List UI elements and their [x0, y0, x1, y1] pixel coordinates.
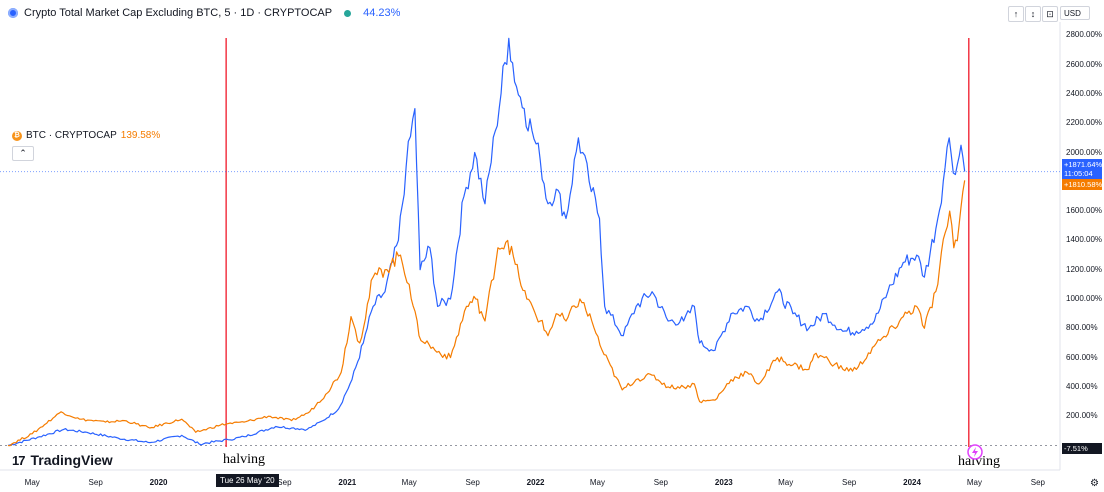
x-tick-label: Sep: [653, 478, 669, 487]
blue-price-value: +1871.64%: [1064, 160, 1103, 169]
tradingview-brand-name: TradingView: [30, 452, 113, 468]
btc-legend-value: 139.58%: [120, 130, 161, 141]
blue-price-timer: 11:05:04: [1064, 169, 1093, 178]
chart-legend-header: Crypto Total Market Cap Excluding BTC, 5…: [8, 4, 400, 22]
y-tick-label: 200.00%: [1066, 411, 1098, 421]
tradingview-logo-icon: 17: [12, 452, 26, 468]
x-tick-label: 2024: [903, 478, 921, 487]
live-status-dot: [344, 9, 352, 17]
x-tick-label: 2021: [338, 478, 357, 487]
y-tick-label: 1000.00%: [1066, 294, 1103, 304]
halving-label-2020: halving: [223, 452, 265, 467]
expand-icon[interactable]: ↕: [1025, 6, 1041, 22]
crosshair-date-label: Tue 26 May '20: [216, 474, 279, 487]
y-tick-label: 800.00%: [1066, 323, 1098, 333]
chart-change-value: 44.23%: [363, 7, 401, 19]
tradingview-logo[interactable]: 17 TradingView: [12, 452, 113, 468]
x-tick-label: Sep: [88, 478, 103, 487]
btc-legend-label: BTC · CRYPTOCAP: [26, 130, 117, 141]
y-tick-label: 2400.00%: [1066, 88, 1103, 98]
y-tick-label: 1400.00%: [1066, 235, 1103, 245]
x-tick-label: May: [24, 478, 40, 487]
halving-event-icon[interactable]: [966, 443, 984, 461]
orange-price-badge: +1810.58%: [1062, 179, 1103, 190]
x-tick-label: Sep: [277, 478, 292, 487]
x-tick-label: Sep: [1030, 478, 1045, 487]
x-tick-label: Sep: [842, 478, 857, 487]
y-tick-label: 2200.00%: [1066, 118, 1103, 128]
btc-logo-icon: ₿: [12, 130, 22, 141]
arrow-up-icon[interactable]: ↑: [1008, 6, 1024, 22]
zero-price-badge: -7.51%: [1062, 443, 1102, 454]
y-tick-label: 600.00%: [1066, 352, 1098, 362]
x-tick-label: May: [589, 478, 606, 487]
currency-select[interactable]: USD: [1060, 6, 1090, 20]
halving-label-2024: halving: [958, 454, 1000, 469]
y-tick-label: 400.00%: [1066, 381, 1098, 391]
series-line-altcap[interactable]: [7, 37, 966, 447]
x-tick-label: 2023: [714, 478, 733, 487]
chart-title[interactable]: Crypto Total Market Cap Excluding BTC, 5…: [24, 7, 333, 19]
series-line-btc[interactable]: [7, 180, 966, 447]
y-tick-label: 1200.00%: [1066, 264, 1103, 274]
restore-icon[interactable]: ⊡: [1042, 6, 1058, 22]
symbol-logo-icon: [8, 8, 18, 18]
x-tick-label: May: [966, 478, 983, 487]
x-tick-label: 2022: [526, 478, 545, 487]
x-tick-label: May: [401, 478, 417, 487]
x-tick-label: 2020: [149, 478, 168, 487]
x-tick-label: Sep: [465, 478, 480, 487]
y-tick-label: 1600.00%: [1066, 206, 1103, 216]
x-tick-label: May: [778, 478, 794, 487]
collapse-legend-button[interactable]: ⌃: [12, 146, 34, 161]
y-tick-label: 2800.00%: [1066, 30, 1103, 40]
y-tick-label: 2600.00%: [1066, 59, 1103, 69]
compare-legend-btc[interactable]: ₿ BTC · CRYPTOCAP 139.58%: [12, 130, 160, 141]
blue-price-badge: +1871.64% 11:05:04: [1062, 159, 1102, 179]
y-tick-label: 2000.00%: [1066, 147, 1103, 157]
settings-gear-icon[interactable]: ⚙: [1090, 478, 1099, 489]
